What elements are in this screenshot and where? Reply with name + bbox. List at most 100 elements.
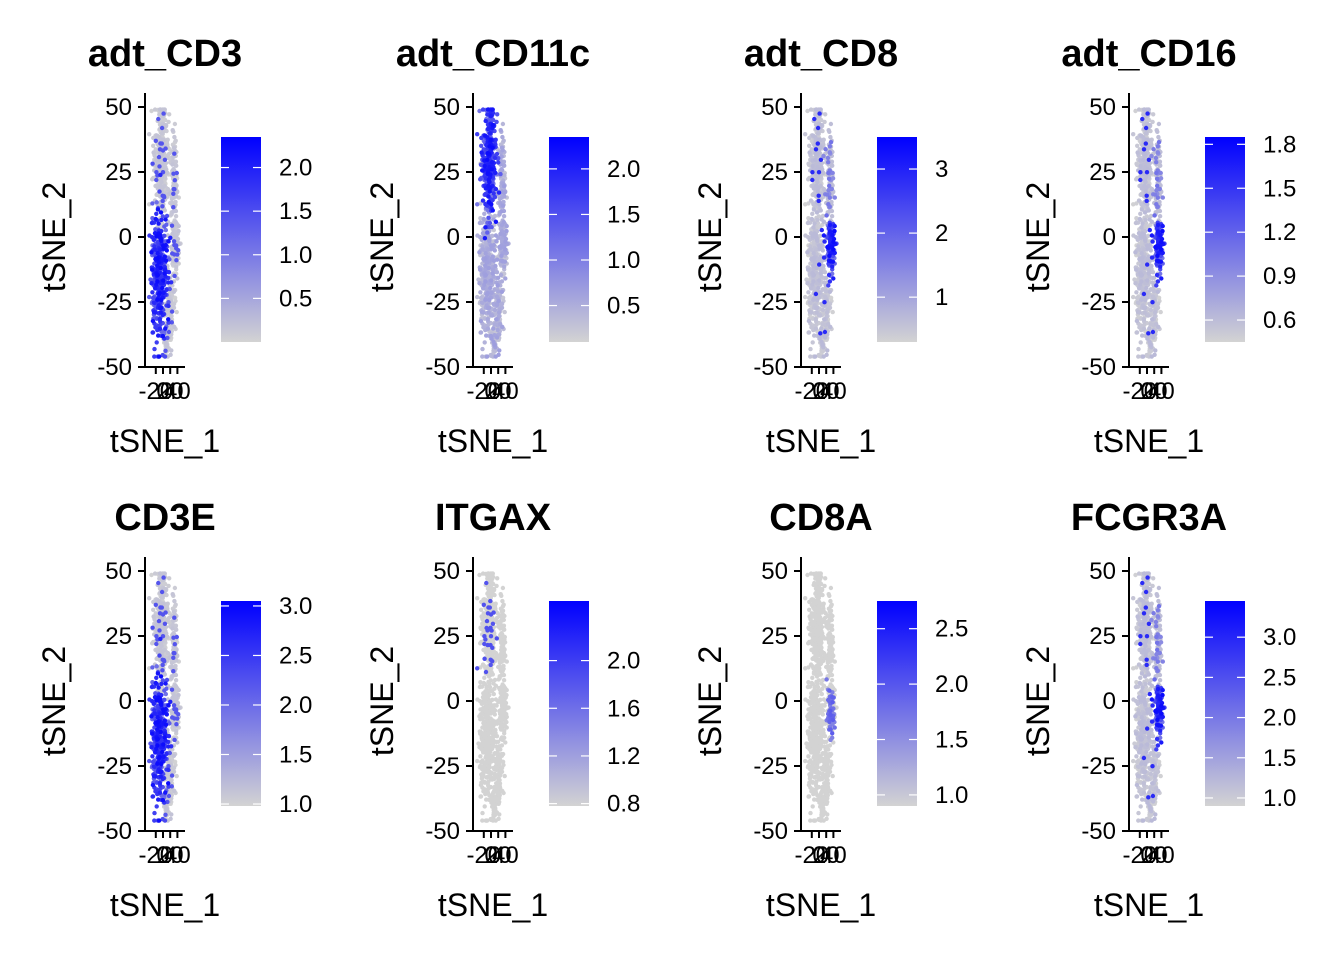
data-point	[822, 270, 828, 275]
data-point	[1138, 340, 1143, 345]
data-point	[486, 265, 491, 271]
data-point	[1157, 214, 1163, 219]
data-point	[171, 191, 176, 196]
data-point	[495, 112, 500, 117]
data-point	[496, 160, 501, 165]
data-point	[158, 172, 163, 178]
data-point	[486, 305, 492, 310]
data-point	[805, 281, 810, 286]
data-point	[1143, 297, 1148, 303]
data-point	[1141, 147, 1147, 152]
data-point	[810, 163, 815, 169]
data-point	[493, 186, 499, 192]
data-point	[161, 243, 166, 248]
data-point	[157, 189, 162, 194]
data-point	[1144, 193, 1149, 198]
data-point	[159, 131, 165, 136]
data-point	[827, 222, 833, 228]
colorbar-tick-label: 1	[935, 284, 948, 311]
data-point	[493, 219, 499, 224]
data-point	[815, 131, 821, 136]
data-point	[152, 571, 158, 576]
data-point	[172, 273, 177, 279]
data-point	[1154, 176, 1160, 181]
data-point	[493, 263, 498, 269]
data-point	[164, 213, 170, 219]
data-point	[502, 194, 507, 199]
data-point	[169, 320, 174, 325]
colorbar-tick-label: 3	[935, 156, 948, 183]
x-axis-title: tSNE_1	[1094, 423, 1204, 459]
data-point	[810, 234, 815, 239]
data-point	[498, 231, 503, 237]
data-point	[1150, 300, 1155, 305]
data-point	[171, 145, 177, 150]
data-point	[155, 256, 160, 261]
data-point	[150, 161, 155, 166]
data-point	[811, 256, 816, 261]
data-point	[1150, 239, 1155, 244]
data-point	[160, 198, 165, 204]
data-point	[170, 231, 175, 237]
data-point	[1143, 125, 1149, 131]
data-point	[163, 326, 168, 331]
data-point	[811, 279, 816, 284]
data-point	[494, 294, 500, 299]
data-point	[818, 331, 823, 336]
data-point	[171, 301, 177, 306]
data-point	[832, 195, 837, 200]
data-point	[169, 660, 175, 666]
data-point	[490, 271, 495, 276]
data-point	[827, 150, 832, 155]
data-point	[817, 111, 822, 116]
data-point	[820, 322, 825, 327]
data-point	[822, 300, 827, 305]
data-point	[494, 302, 500, 307]
data-point	[150, 216, 155, 221]
data-point	[158, 235, 163, 241]
data-point	[1146, 157, 1152, 162]
data-point	[1143, 141, 1149, 146]
data-point	[1136, 346, 1141, 352]
data-point	[176, 223, 181, 229]
data-point	[159, 179, 164, 185]
data-point	[482, 340, 487, 345]
data-point	[1146, 208, 1152, 213]
data-point	[163, 348, 168, 353]
data-point	[814, 235, 819, 241]
data-point	[829, 214, 835, 219]
data-point	[499, 289, 505, 294]
data-point	[166, 119, 171, 125]
data-point	[1146, 331, 1151, 336]
x-tick-label: 40	[164, 378, 191, 405]
data-point	[166, 280, 171, 285]
x-axis-title: tSNE_1	[110, 423, 220, 459]
data-point	[475, 132, 480, 137]
data-point	[167, 257, 172, 262]
data-point	[499, 279, 505, 284]
data-point	[156, 221, 161, 226]
data-point	[163, 146, 168, 151]
data-point	[479, 300, 485, 305]
data-point	[1142, 305, 1148, 310]
data-point	[1133, 220, 1139, 226]
data-point	[817, 262, 822, 267]
data-point	[1150, 329, 1156, 335]
data-point	[166, 151, 172, 157]
data-point	[478, 290, 483, 295]
data-point	[169, 201, 175, 206]
data-point	[497, 348, 502, 353]
data-point	[153, 227, 158, 232]
y-tick-label: 50	[105, 94, 132, 121]
data-point	[487, 220, 493, 226]
data-point	[814, 210, 820, 215]
data-point	[500, 259, 506, 264]
data-point	[814, 310, 819, 315]
data-point	[1149, 263, 1154, 269]
data-point	[1156, 324, 1161, 330]
data-point	[176, 228, 181, 234]
data-point	[1148, 307, 1154, 313]
data-point	[1139, 133, 1144, 138]
data-point	[824, 213, 829, 218]
y-axis-title: tSNE_2	[1020, 182, 1056, 292]
